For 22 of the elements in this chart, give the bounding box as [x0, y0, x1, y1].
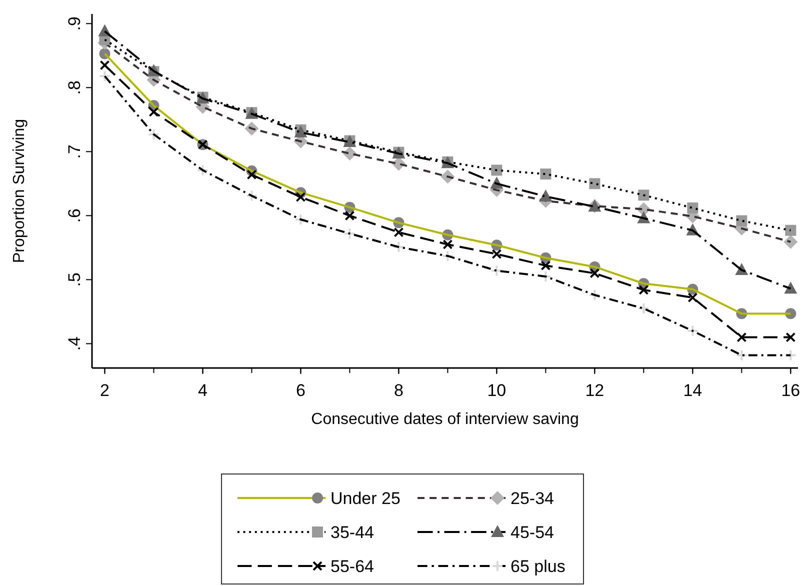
y-tick-label: .8 [65, 80, 84, 95]
x-tick-label: 14 [683, 381, 702, 400]
x-tick-label: 6 [296, 381, 306, 400]
legend-label: Under 25 [330, 489, 400, 508]
x-tick-label: 8 [394, 381, 404, 400]
x-tick-label: 10 [487, 381, 506, 400]
x-tick-label: 12 [585, 381, 604, 400]
y-tick-label: .9 [65, 16, 84, 31]
x-tick-label: 16 [781, 381, 800, 400]
legend-label: 65 plus [510, 557, 566, 576]
y-tick-label: .7 [65, 144, 84, 159]
y-axis-title: Proportion Surviving [11, 118, 28, 264]
x-tick-label: 2 [100, 381, 110, 400]
y-tick-label: .4 [65, 336, 84, 351]
x-axis-title: Consecutive dates of interview saving [311, 411, 579, 428]
y-tick-label: .5 [65, 272, 84, 287]
x-tick-label: 4 [198, 381, 208, 400]
legend-label: 45-54 [510, 523, 554, 542]
legend-label: 35-44 [330, 523, 374, 542]
legend-label: 25-34 [510, 489, 554, 508]
legend-label: 55-64 [330, 557, 374, 576]
y-tick-label: .6 [65, 208, 84, 223]
